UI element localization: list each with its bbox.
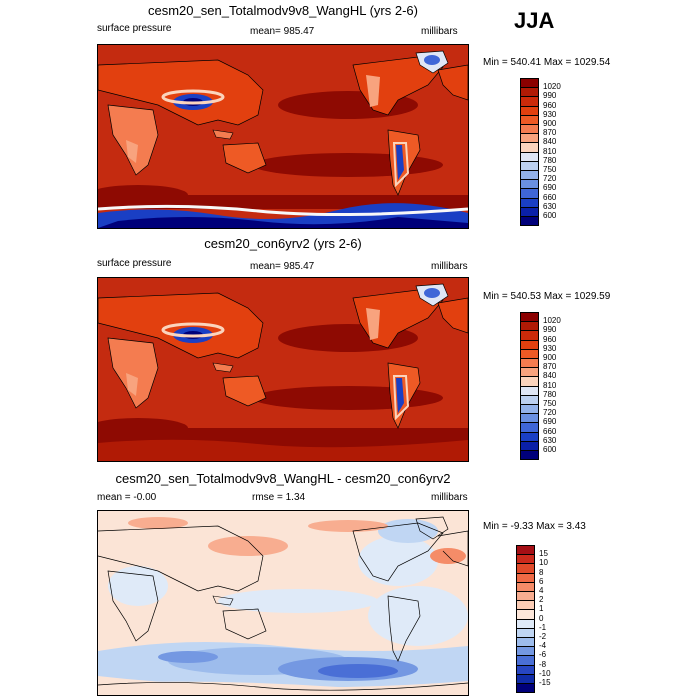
colorbar-label: -6 — [539, 650, 547, 660]
colorbar-label: 600 — [543, 445, 557, 454]
colorbar-label: 4 — [539, 586, 544, 595]
colorbar-label: 840 — [543, 371, 557, 381]
colorbar-label: 690 — [543, 183, 557, 193]
colorbar-label: 630 — [543, 435, 557, 445]
colorbar-label: 990 — [543, 325, 557, 335]
colorbar-label: -2 — [539, 632, 547, 641]
panel-3-map — [97, 510, 469, 696]
panel-1-colorbar: 1020 990 960 930 900 870 840 810 780 750 720 690 660… — [520, 78, 590, 228]
colorbar-label: 1 — [539, 604, 544, 614]
colorbar-label: 660 — [543, 426, 557, 436]
panel-2-title: cesm20_con6yrv2 (yrs 2-6) — [204, 236, 362, 251]
colorbar-label: 690 — [543, 417, 557, 427]
colorbar-label: 0 — [539, 613, 544, 623]
colorbar-label: 720 — [543, 174, 557, 184]
panel-1-minmax: Min = 540.41 Max = 1029.54 — [483, 57, 611, 68]
colorbar-label: 780 — [543, 155, 557, 165]
panel-2-variable-label: surface pressure — [97, 258, 172, 269]
panel-3-minmax: Min = -9.33 Max = 3.43 — [483, 521, 586, 532]
panel-2-map — [97, 277, 469, 462]
colorbar-box — [520, 450, 539, 461]
colorbar-label: 930 — [543, 109, 557, 119]
colorbar-label: 1020 — [543, 82, 561, 92]
panel-2-colorbar: 1020 990 960 930 900 870 840 810 780 750 720 690 660… — [520, 312, 590, 462]
colorbar-label: -10 — [539, 668, 551, 678]
colorbar-label: -1 — [539, 622, 547, 632]
colorbar-label: 8 — [539, 567, 544, 577]
colorbar-label: 870 — [543, 128, 557, 138]
panel-1-variable-label: surface pressure — [97, 23, 172, 34]
colorbar-label: 870 — [543, 362, 557, 372]
panel-3-units-label: millibars — [431, 492, 468, 503]
colorbar-label: 15 — [539, 549, 548, 559]
colorbar-label: 960 — [543, 334, 557, 344]
colorbar-box — [516, 683, 535, 694]
colorbar-label: 960 — [543, 100, 557, 110]
colorbar-label: 720 — [543, 408, 557, 418]
colorbar-label: -15 — [539, 678, 551, 687]
colorbar-label: -4 — [539, 641, 547, 651]
panel-2-units-label: millibars — [431, 261, 468, 272]
colorbar-label: 750 — [543, 399, 557, 408]
panel-3-colorbar: 15 10 8 6 4 2 1 0 -1 -2 -4 -6 -8 -10 -15 — [516, 545, 586, 695]
colorbar-label: 2 — [539, 595, 544, 605]
colorbar-box — [520, 216, 539, 227]
panel-3-mean-label: mean = -0.00 — [97, 492, 157, 503]
colorbar-label: 930 — [543, 343, 557, 353]
colorbar-label: 810 — [543, 146, 557, 156]
panel-1-units-label: millibars — [421, 26, 458, 37]
panel-2-minmax: Min = 540.53 Max = 1029.59 — [483, 291, 611, 302]
colorbar-label: 780 — [543, 389, 557, 399]
season-label: JJA — [514, 8, 555, 33]
panel-2-mean-label: mean= 985.47 — [250, 261, 315, 272]
colorbar-label: 900 — [543, 119, 557, 128]
colorbar-label: 840 — [543, 137, 557, 147]
colorbar-label: 990 — [543, 91, 557, 101]
colorbar-label: 600 — [543, 211, 557, 220]
panel-1-title: cesm20_sen_Totalmodv9v8_WangHL (yrs 2-6) — [148, 3, 418, 18]
panel-3-title: cesm20_sen_Totalmodv9v8_WangHL - cesm20_… — [115, 471, 451, 486]
colorbar-label: 810 — [543, 380, 557, 390]
colorbar-label: -8 — [539, 659, 547, 669]
panel-3-rmse-label: rmse = 1.34 — [252, 492, 306, 503]
colorbar-label: 660 — [543, 192, 557, 202]
panel-1-mean-label: mean= 985.47 — [250, 26, 315, 37]
colorbar-label: 1020 — [543, 316, 561, 326]
colorbar-label: 750 — [543, 165, 557, 174]
panel-1-map — [97, 44, 469, 229]
colorbar-label: 6 — [539, 576, 544, 586]
colorbar-label: 630 — [543, 201, 557, 211]
colorbar-label: 10 — [539, 558, 548, 568]
colorbar-label: 900 — [543, 353, 557, 362]
